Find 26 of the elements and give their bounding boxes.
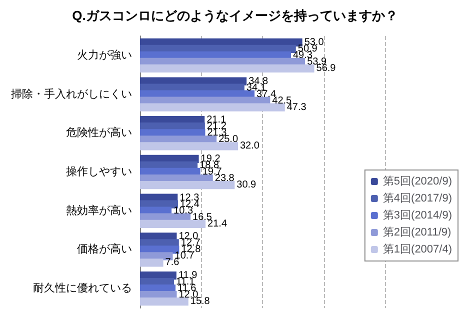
- legend-label: 第1回(2007/4): [382, 244, 452, 256]
- y-tick-label: 火力が強い: [77, 48, 132, 62]
- y-tick-label: 耐久性に優れている: [33, 282, 132, 295]
- bar: [140, 103, 285, 112]
- legend-label: 第4回(2017/9): [382, 192, 452, 204]
- data-label: 15.8: [190, 296, 210, 308]
- bar: [140, 142, 238, 150]
- data-label: 7.6: [165, 257, 180, 268]
- data-label: 47.3: [286, 102, 307, 113]
- y-tick-label: 掃除・手入れがしにくい: [11, 87, 132, 100]
- bar: [140, 64, 314, 73]
- y-tick-label: 操作しやすい: [66, 166, 132, 178]
- data-label: 32.0: [240, 140, 260, 152]
- bar: [140, 180, 235, 190]
- bar: [140, 258, 164, 267]
- bar: [140, 220, 206, 228]
- bar: [140, 298, 188, 306]
- y-tick-label: 熱効率が高い: [66, 204, 132, 217]
- data-label: 30.9: [236, 180, 257, 191]
- y-tick-label: 価格が高い: [77, 242, 132, 256]
- legend-label: 第2回(2011/9): [382, 226, 452, 238]
- y-tick-label: 危険性が高い: [66, 126, 132, 140]
- legend-label: 第5回(2020/9): [382, 176, 452, 188]
- chart-title: Q.ガスコンロにどのようなイメージを持っていますか？: [72, 8, 398, 23]
- legend-label: 第3回(2014/9): [382, 210, 452, 222]
- data-label: 25.0: [218, 134, 238, 146]
